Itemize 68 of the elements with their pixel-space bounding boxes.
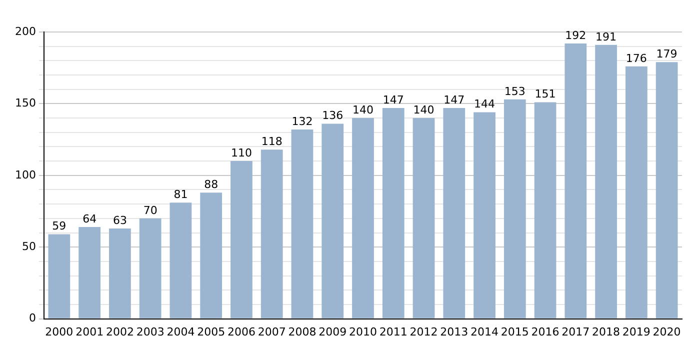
data-label: 110 [230,146,252,160]
bar [443,108,466,318]
bar [595,44,617,318]
data-label: 70 [143,204,158,217]
y-tick-label: 200 [14,24,36,38]
x-tick-label: 2006 [227,325,256,338]
x-tick-label: 2015 [500,325,529,338]
x-tick-label: 2012 [410,325,438,338]
y-tick-label: 100 [14,168,36,182]
bar [200,192,222,318]
data-label: 132 [292,114,313,128]
data-label: 179 [656,47,678,60]
bar [534,102,556,318]
y-tick-label: 150 [14,96,36,110]
bar [291,130,314,318]
data-label: 151 [534,88,556,101]
bar [352,118,374,318]
x-tick-label: 2011 [379,325,408,338]
bar [230,161,252,318]
data-label: 192 [565,28,586,42]
x-tick-label: 2016 [531,325,560,338]
x-tick-label: 2004 [166,325,195,338]
bar [412,118,435,318]
x-tick-label: 2009 [318,325,347,338]
data-label: 176 [626,52,647,65]
x-tick-label: 2002 [106,325,134,338]
data-label: 153 [504,84,526,98]
y-tick-label: 50 [22,240,36,253]
data-label: 64 [82,212,97,226]
bar [139,218,162,318]
data-label: 140 [352,103,374,116]
data-label: 191 [596,30,617,44]
x-tick-label: 2001 [76,325,104,338]
data-label: 147 [444,93,465,106]
bar [109,228,131,318]
x-tick-label: 2018 [592,325,620,338]
x-tick-label: 2017 [562,325,590,338]
x-tick-label: 2000 [45,325,74,338]
bar [382,108,404,318]
bar [474,112,496,318]
x-tick-label: 2019 [622,325,650,338]
data-label: 88 [204,178,218,191]
bar [504,99,526,318]
data-label: 81 [174,188,188,202]
data-label: 140 [413,103,434,116]
bar [78,227,101,318]
data-label: 136 [322,109,344,122]
y-tick-label: 0 [28,312,36,325]
data-label: 63 [112,214,127,227]
x-tick-label: 2003 [136,325,164,338]
x-tick-label: 2014 [470,325,499,338]
x-tick-label: 2010 [349,325,377,338]
bar [656,62,678,318]
bar [564,43,587,318]
x-tick-label: 2008 [288,325,316,338]
bar [625,66,648,318]
data-label: 59 [52,220,66,233]
x-tick-label: 2020 [652,325,681,338]
x-tick-label: 2013 [440,325,468,338]
data-label: 118 [261,134,282,148]
bar [260,150,283,318]
x-tick-label: 2007 [258,325,286,338]
bar [48,234,70,318]
x-tick-label: 2005 [197,325,226,338]
data-label: 147 [382,93,404,106]
bar [170,202,192,318]
bar [322,124,344,318]
data-label: 144 [474,98,496,111]
